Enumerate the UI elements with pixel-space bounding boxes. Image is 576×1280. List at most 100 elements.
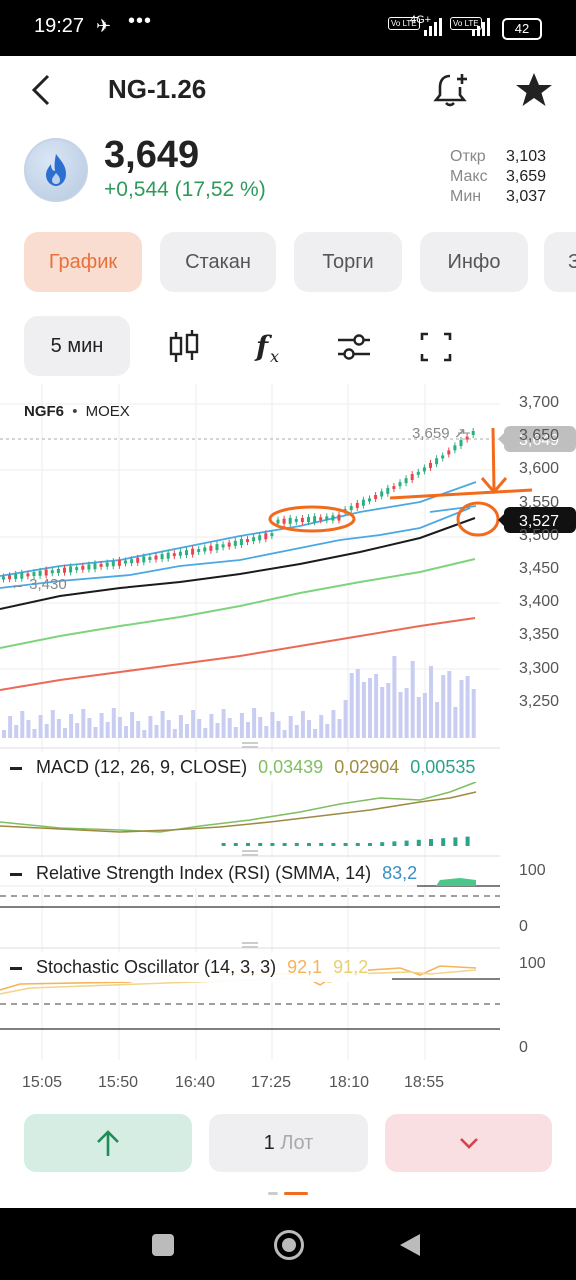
battery-icon: 42 (502, 18, 542, 40)
instrument-logo (24, 138, 88, 202)
back-arrow-icon[interactable] (28, 70, 54, 115)
ma-green-line (0, 558, 476, 649)
volume-bar (14, 725, 19, 738)
arrow-up-icon (97, 1130, 119, 1156)
price-chart[interactable]: 3,649 3,527 3,659 ↗ ← 3,430 (0, 384, 576, 1104)
volume-bar (185, 724, 189, 738)
chart-symbol: NGF6 • MOEX (24, 403, 130, 420)
price-axis-label: 3,650 (519, 427, 560, 445)
macd-pane (0, 781, 477, 846)
macd-histogram-bar (246, 843, 250, 846)
tab-trades[interactable]: Торги (294, 232, 402, 292)
stoch-toggle-icon[interactable] (10, 966, 22, 970)
open-value: 3,103 (506, 148, 547, 165)
user-annotations (268, 427, 533, 537)
volume-bar (172, 729, 177, 738)
volume-bar (246, 722, 250, 738)
volume-bar (239, 713, 244, 738)
volume-bars (2, 656, 476, 738)
price-axis-label: 3,600 (519, 460, 560, 478)
macd-histogram-bar (416, 839, 421, 846)
macd-histogram-bar (307, 843, 311, 846)
price-axis-label: 3,250 (519, 692, 560, 710)
volume-bar (471, 689, 476, 738)
volume-bar (93, 727, 98, 738)
price-axis-label: 3,400 (519, 593, 560, 611)
tab-chart[interactable]: График (24, 232, 142, 292)
volume-bar (331, 710, 336, 738)
bell-add-icon[interactable] (430, 70, 470, 110)
function-icon[interactable]: f x (248, 326, 292, 368)
candles-icon[interactable] (162, 326, 206, 368)
tab-orderbook[interactable]: Стакан (160, 232, 276, 292)
volume-bar (288, 716, 293, 738)
volume-bar (319, 715, 324, 738)
recents-icon[interactable] (152, 1234, 174, 1256)
macd-histogram-bar (368, 843, 372, 846)
macd-toggle-icon[interactable] (10, 766, 22, 770)
tab-info[interactable]: Инфо (420, 232, 528, 292)
volume-bar (130, 712, 135, 738)
volume-bar (99, 713, 104, 738)
price-axis-label: 3,350 (519, 626, 560, 644)
current-price: 3,649 (104, 134, 200, 176)
macd-histogram-bar (294, 843, 299, 846)
svg-text:3,527: 3,527 (519, 513, 559, 530)
volume-bar (44, 724, 49, 738)
volume-bar (343, 700, 348, 738)
macd-histogram-bar (270, 843, 275, 846)
rsi-axis-bottom: 0 (519, 918, 528, 935)
svg-text:x: x (270, 347, 279, 366)
volume-bar (398, 692, 403, 738)
volume-bar (75, 723, 80, 738)
rsi-toggle-icon[interactable] (10, 872, 22, 876)
tab-more[interactable]: З (544, 232, 576, 292)
macd-legend[interactable]: MACD (12, 26, 9, CLOSE) 0,03439 0,02904 … (0, 752, 496, 782)
price-axis-label: 3,300 (519, 659, 560, 677)
volume-bar (300, 711, 305, 738)
low-value: 3,037 (506, 188, 547, 205)
rsi-axis-top: 100 (519, 862, 546, 879)
home-icon[interactable] (274, 1230, 304, 1260)
volume-bar (380, 687, 385, 738)
chevron-down-icon (460, 1138, 478, 1149)
star-icon[interactable] (514, 70, 554, 110)
rsi-legend[interactable]: Relative Strength Index (RSI) (SMMA, 14)… (0, 858, 418, 888)
volume-bar (178, 715, 183, 738)
volume-bar (453, 707, 458, 738)
volume-bar (142, 730, 147, 738)
back-icon[interactable] (398, 1232, 422, 1258)
volume-bar (38, 715, 43, 738)
macd-histogram-bar (441, 838, 446, 846)
volume-bar (392, 656, 397, 738)
current-price-tag: 3,649 (498, 426, 576, 452)
signal-icon-2 (472, 18, 490, 36)
volume-bar (355, 669, 360, 738)
buy-button[interactable] (24, 1114, 192, 1172)
volume-bar (361, 682, 366, 738)
volume-bar (386, 683, 391, 738)
settings-sliders-icon[interactable] (332, 326, 376, 368)
fullscreen-icon[interactable] (414, 326, 458, 368)
macd-histogram-bar (465, 836, 470, 846)
lot-selector[interactable]: 1 Лот (209, 1114, 368, 1172)
price-axis-label: 3,550 (519, 493, 560, 511)
volume-bar (441, 675, 446, 738)
timeframe-button[interactable]: 5 мин (24, 316, 130, 376)
volume-bar (2, 730, 6, 738)
volume-bar (148, 716, 153, 738)
time-label: 18:55 (404, 1074, 445, 1091)
stoch-legend[interactable]: Stochastic Oscillator (14, 3, 3) 92,1 91… (0, 952, 369, 982)
status-time: 19:27 (34, 15, 85, 37)
volume-bar (276, 721, 281, 738)
time-label: 17:25 (251, 1074, 292, 1091)
macd-histogram-bar (429, 839, 433, 846)
sell-button[interactable] (385, 1114, 552, 1172)
macd-histogram-bar (258, 843, 263, 846)
volume-bar (154, 725, 159, 738)
high-label: Макс (450, 168, 488, 185)
volume-bar (209, 714, 214, 738)
stoch-pane (0, 965, 500, 1030)
time-label: 16:40 (175, 1074, 216, 1091)
volume-bar (465, 676, 470, 738)
